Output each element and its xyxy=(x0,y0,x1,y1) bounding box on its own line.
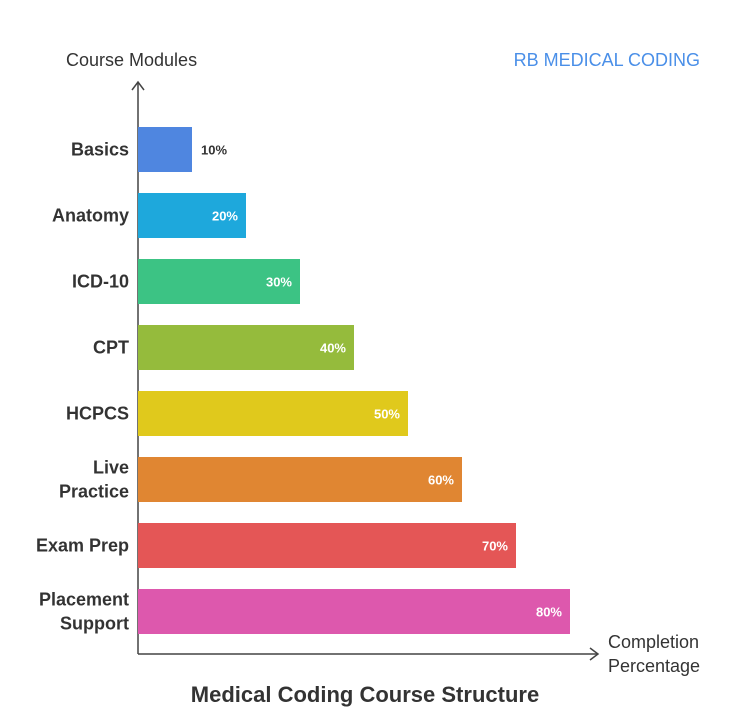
x-axis-label: Completion Percentage xyxy=(608,632,700,676)
bar xyxy=(138,127,192,172)
x-axis-label-line: Percentage xyxy=(608,656,700,676)
data-label: 60% xyxy=(428,473,454,488)
y-axis-label: Course Modules xyxy=(66,50,197,70)
data-label: 70% xyxy=(482,539,508,554)
chart-title: Medical Coding Course Structure xyxy=(191,682,539,707)
data-label: 20% xyxy=(212,209,238,224)
category-label: Basics xyxy=(71,140,129,160)
data-label: 10% xyxy=(201,143,227,158)
bar xyxy=(138,523,516,568)
category-label: HCPCS xyxy=(66,404,129,424)
category-label: Live Practice xyxy=(59,458,129,502)
category-label: CPT xyxy=(93,338,129,358)
data-label: 30% xyxy=(266,275,292,290)
category-labels: Basics Anatomy ICD-10 CPT HCPCS Live Practice E… xyxy=(36,140,129,634)
data-label: 80% xyxy=(536,605,562,620)
data-label: 50% xyxy=(374,407,400,422)
data-label: 40% xyxy=(320,341,346,356)
bars-group xyxy=(138,127,570,634)
x-axis-label-line: Completion xyxy=(608,632,699,652)
category-label: Placement Support xyxy=(39,590,129,634)
bar xyxy=(138,391,408,436)
category-label: Exam Prep xyxy=(36,536,129,556)
bar xyxy=(138,589,570,634)
x-axis: Completion Percentage xyxy=(138,632,700,676)
bar xyxy=(138,457,462,502)
brand-label: RB MEDICAL CODING xyxy=(514,50,700,70)
category-label: Anatomy xyxy=(52,206,129,226)
category-label: ICD-10 xyxy=(72,272,129,292)
